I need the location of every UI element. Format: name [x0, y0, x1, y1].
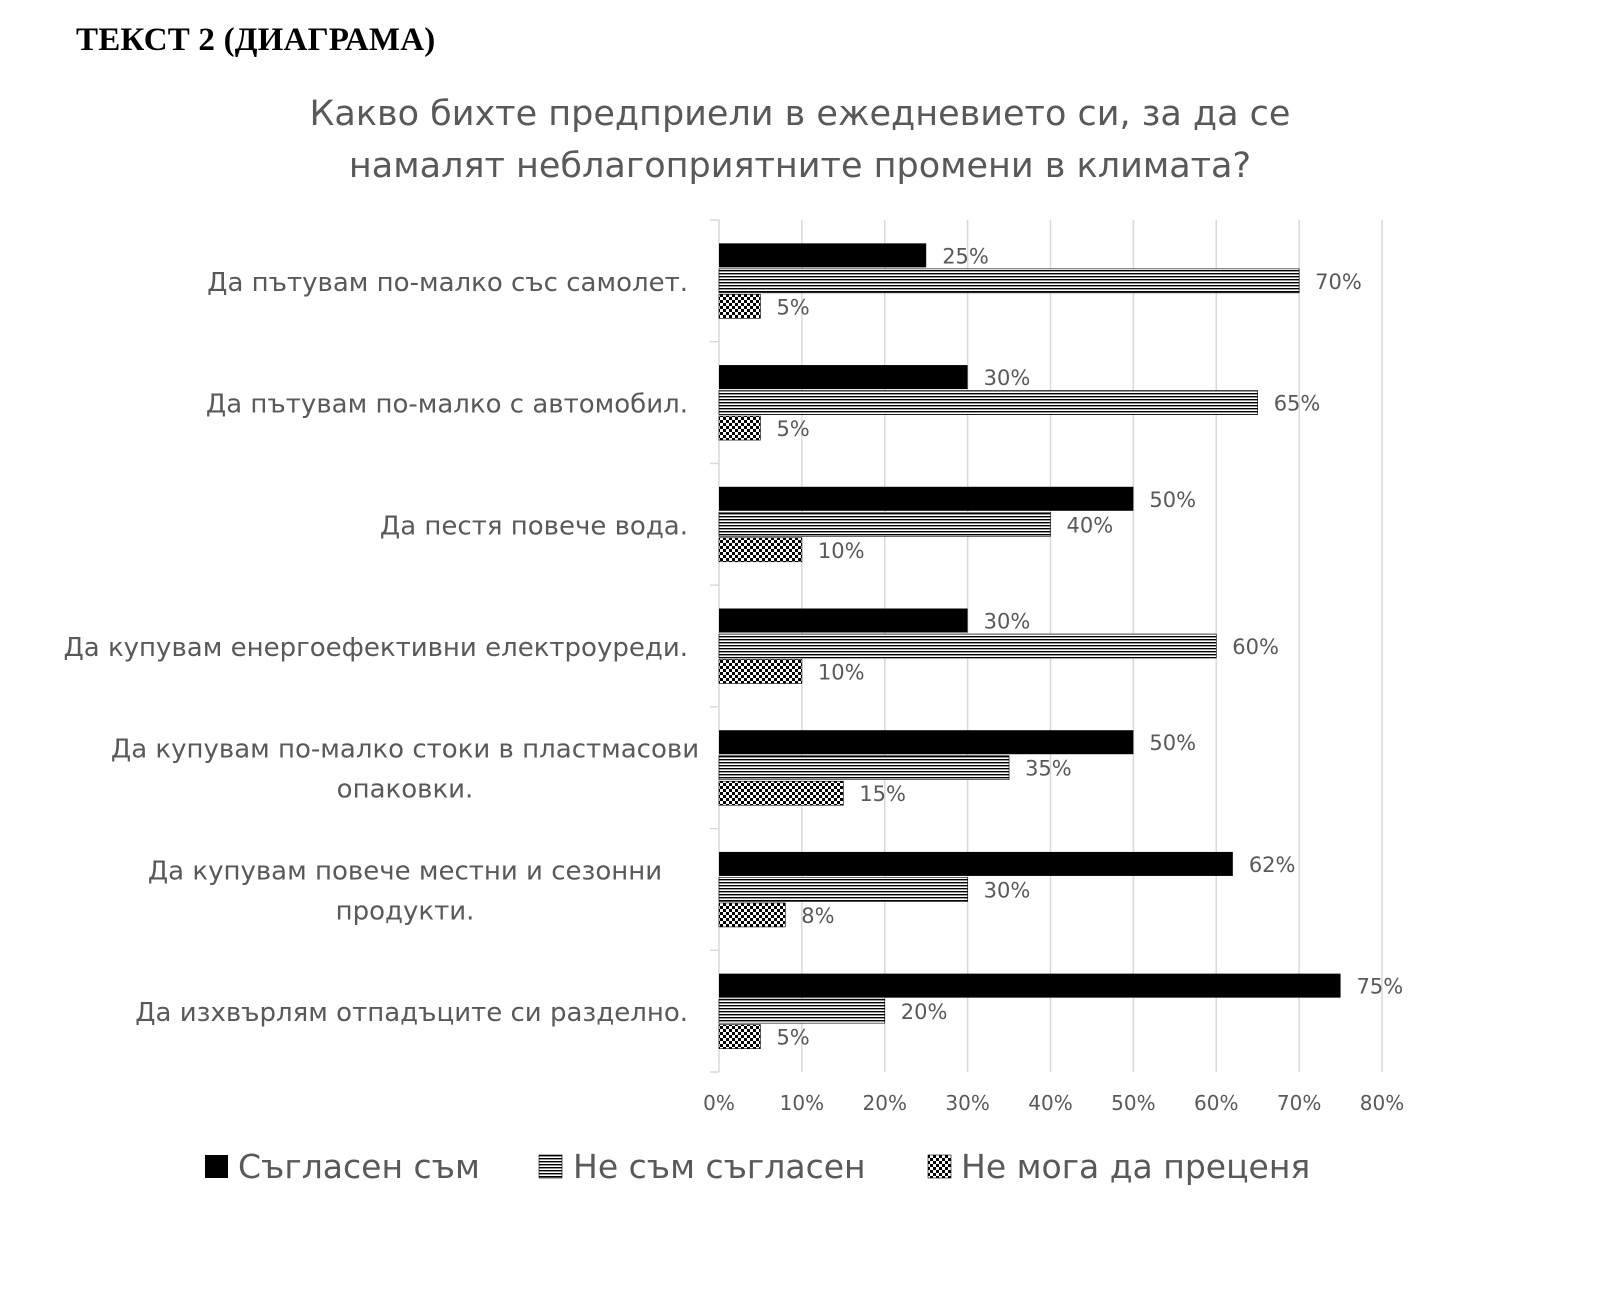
- category-label: Да пътувам по-малко с автомобил.: [206, 390, 688, 420]
- data-label: 35%: [1025, 757, 1072, 781]
- legend-swatch: [205, 1155, 228, 1178]
- category-label: продукти.: [336, 896, 475, 926]
- data-label: 30%: [984, 610, 1031, 634]
- data-label: 20%: [901, 1000, 948, 1024]
- chart-title: Какво бихте предприели в ежедневието си,…: [150, 88, 1450, 192]
- legend-label: Съгласен съм: [238, 1147, 480, 1186]
- bar: [719, 608, 968, 633]
- x-tick-label: 10%: [780, 1091, 824, 1115]
- category-label: Да изхвърлям отпадъците си разделно.: [135, 998, 688, 1028]
- data-label: 30%: [984, 366, 1031, 390]
- data-label: 15%: [859, 782, 906, 806]
- legend-swatch: [538, 1154, 563, 1179]
- bar: [719, 851, 1233, 876]
- bar: [718, 780, 844, 806]
- bar: [718, 294, 761, 319]
- legend-label: Не съм съгласен: [573, 1147, 866, 1186]
- data-labels: 25% 70% 5% 30% 65% 5% 50% 40% 10% 30% 60% 10% 50% 35%…: [776, 244, 1403, 1049]
- bar: [719, 243, 927, 268]
- category-label: Да пътувам по-малко със самолет.: [207, 268, 688, 298]
- bar: [719, 973, 1341, 998]
- x-tick-label: 30%: [945, 1091, 989, 1115]
- bar: [719, 365, 968, 390]
- chart-title-line-1: Какво бихте предприели в ежедневието си,…: [309, 94, 1291, 134]
- bar: [719, 486, 1134, 511]
- category-label: опаковки.: [337, 775, 474, 805]
- data-label: 5%: [776, 295, 809, 319]
- data-label: 30%: [984, 878, 1031, 902]
- bar: [718, 511, 1051, 537]
- x-tick-label: 40%: [1028, 1091, 1072, 1115]
- category-label: Да пестя повече вода.: [380, 511, 688, 541]
- x-tick-label: 70%: [1277, 1091, 1321, 1115]
- bar: [718, 998, 886, 1024]
- category-labels: Да пътувам по-малко със самолет. Да пътув…: [63, 268, 699, 1028]
- bar: [718, 633, 1217, 659]
- bar: [719, 730, 1134, 755]
- bar: [718, 902, 786, 928]
- bars: [718, 243, 1341, 1049]
- category-label: Да купувам енергоефективни електроуреди.: [63, 633, 688, 663]
- legend-swatch: [927, 1154, 952, 1179]
- bar: [718, 268, 1300, 294]
- x-tick-label: 20%: [863, 1091, 907, 1115]
- legend: Съгласен съм Не съм съгласен Не мога да пр…: [205, 1147, 1310, 1186]
- bar: [718, 659, 803, 684]
- page-heading: ТЕКСТ 2 (ДИАГРАМА): [76, 22, 436, 58]
- bar: [718, 537, 803, 563]
- data-label: 25%: [942, 244, 989, 268]
- data-label: 70%: [1315, 270, 1362, 294]
- data-label: 60%: [1232, 635, 1279, 659]
- x-tick-label: 80%: [1360, 1091, 1404, 1115]
- x-tick-labels: 0% 10% 20% 30% 40% 50% 60% 70% 80%: [703, 1091, 1404, 1115]
- bar: [718, 877, 968, 902]
- data-label: 10%: [818, 661, 865, 685]
- data-label: 5%: [776, 417, 809, 441]
- x-tick-label: 0%: [703, 1091, 735, 1115]
- chart-title-line-2: намалят неблагоприятните промени в клима…: [348, 146, 1252, 186]
- data-label: 62%: [1249, 853, 1296, 877]
- data-label: 40%: [1067, 513, 1114, 537]
- data-label: 50%: [1149, 731, 1196, 755]
- category-label: Да купувам повече местни и сезонни: [148, 856, 662, 886]
- bar: [718, 415, 761, 441]
- data-label: 8%: [801, 904, 834, 928]
- y-axis: [710, 219, 720, 1073]
- data-label: 50%: [1149, 488, 1196, 512]
- legend-label: Не мога да преценя: [961, 1147, 1310, 1186]
- data-label: 65%: [1274, 392, 1321, 416]
- bar: [718, 1024, 761, 1049]
- data-label: 10%: [818, 539, 865, 563]
- data-label: 75%: [1357, 975, 1404, 999]
- data-label: 5%: [776, 1026, 809, 1050]
- bar: [718, 390, 1258, 415]
- bar: [718, 755, 1010, 781]
- x-tick-label: 50%: [1111, 1091, 1155, 1115]
- x-tick-label: 60%: [1194, 1091, 1238, 1115]
- category-label: Да купувам по-малко стоки в пластмасови: [111, 735, 699, 765]
